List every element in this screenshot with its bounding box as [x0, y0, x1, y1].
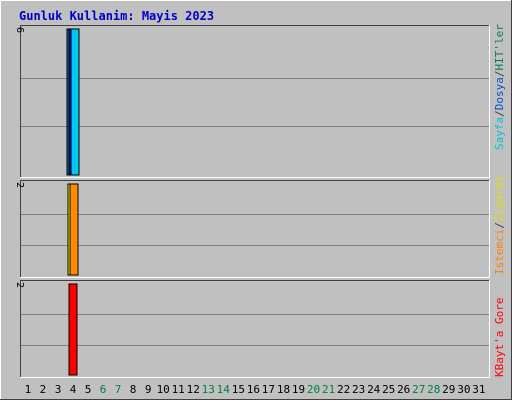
x-tick-label-day-12: 12: [187, 383, 200, 396]
panel-3: 2 KBayt'a Gore: [14, 280, 506, 378]
x-tick-label-day-19: 19: [292, 383, 305, 396]
plot-area: [20, 25, 490, 178]
x-tick-label-day-8: 8: [130, 383, 137, 396]
legend-item-0: Istemci: [493, 229, 506, 275]
x-tick-label-day-29: 29: [442, 383, 455, 396]
x-tick-label-day-10: 10: [157, 383, 170, 396]
chart-title: Gunluk Kullanim: Mayis 2023: [19, 9, 214, 23]
legend-item-3: /: [493, 71, 506, 78]
legend-item-1: /: [493, 222, 506, 229]
x-tick-label-day-5: 5: [85, 383, 92, 396]
x-tick-label-day-4: 4: [70, 383, 77, 396]
x-tick-label-day-25: 25: [382, 383, 395, 396]
panel-legend: Istemci/Ziyaret: [493, 176, 506, 275]
x-tick-label-day-18: 18: [277, 383, 290, 396]
x-tick-label-day-15: 15: [232, 383, 245, 396]
legend-item-4: HIT'ler: [493, 24, 506, 71]
x-tick-label-day-21: 21: [322, 383, 335, 396]
x-tick-label-day-1: 1: [25, 383, 32, 396]
x-tick-label-day-6: 6: [100, 383, 107, 396]
y-max-label: 6: [14, 27, 25, 33]
x-axis: 1 2 3 4 5 6 7 8 9 10 11 12 13 14 15 16 17 18 19 20 21 22 23 24 2…: [25, 383, 486, 396]
x-tick-label-day-14: 14: [217, 383, 231, 396]
panel-2: 2 Istemci/Ziyaret: [14, 176, 506, 278]
bar-kbayt-a-gore-day-4: [68, 283, 78, 376]
plot-area: [20, 180, 490, 278]
bar-istemci-day-4: [69, 183, 79, 276]
legend-item-0: Sayfa: [493, 117, 506, 150]
x-tick-label-day-24: 24: [367, 383, 381, 396]
panel-legend: KBayt'a Gore: [493, 298, 506, 377]
x-tick-label-day-20: 20: [307, 383, 320, 396]
legend-item-2: Ziyaret: [493, 176, 506, 222]
y-max-label: 2: [14, 282, 25, 288]
x-tick-label-day-17: 17: [262, 383, 275, 396]
x-tick-label-day-27: 27: [412, 383, 425, 396]
x-tick-label-day-30: 30: [457, 383, 470, 396]
panels-layer: 6Sayfa/Dosya/HIT'ler2Istemci/Ziyaret2KBa…: [14, 24, 506, 378]
x-tick-label-day-13: 13: [202, 383, 215, 396]
panel-legend: Sayfa/Dosya/HIT'ler: [493, 24, 506, 150]
x-tick-label-day-16: 16: [247, 383, 260, 396]
x-tick-label-day-26: 26: [397, 383, 410, 396]
x-tick-label-day-11: 11: [172, 383, 185, 396]
x-tick-label-day-2: 2: [40, 383, 47, 396]
legend-item-1: /: [493, 110, 506, 117]
y-max-label: 2: [14, 182, 25, 188]
x-tick-label-day-28: 28: [427, 383, 440, 396]
legend-item-0: KBayt'a Gore: [493, 298, 506, 377]
legend-item-2: Dosya: [493, 77, 506, 110]
x-tick-label-day-7: 7: [115, 383, 122, 396]
x-tick-label-day-22: 22: [337, 383, 350, 396]
bar-sayfa-day-4: [70, 28, 80, 176]
x-tick-label-day-31: 31: [472, 383, 485, 396]
x-tick-label-day-3: 3: [55, 383, 62, 396]
plot-area: [20, 280, 490, 378]
x-tick-label-day-23: 23: [352, 383, 365, 396]
x-tick-label-day-9: 9: [145, 383, 152, 396]
